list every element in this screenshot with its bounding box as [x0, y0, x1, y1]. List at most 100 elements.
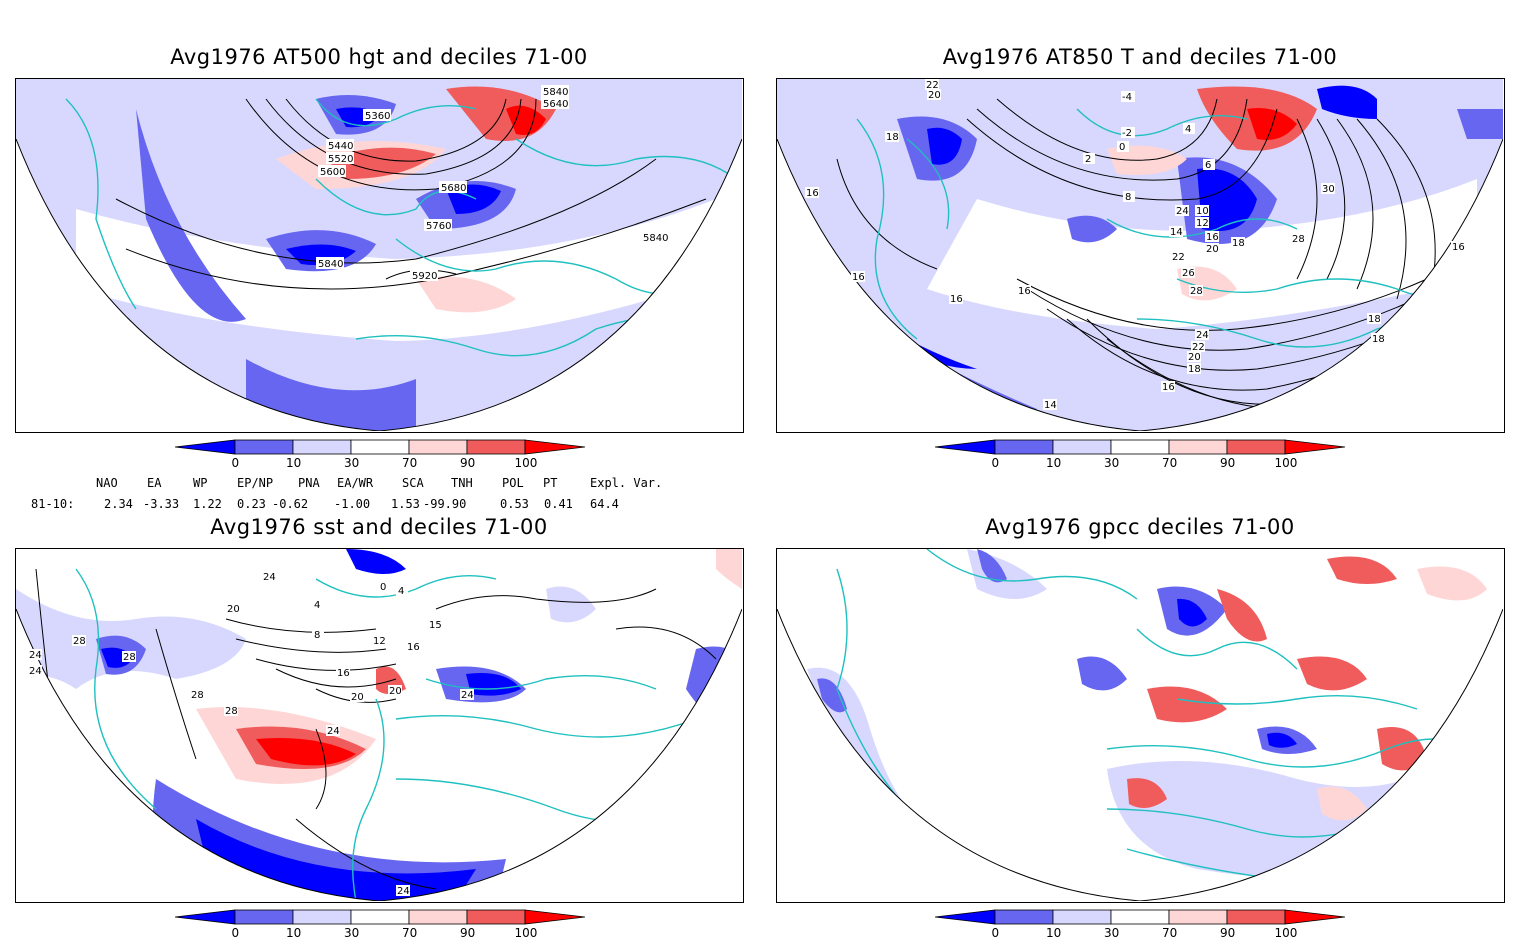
- index-value: 1.22: [193, 497, 222, 511]
- colorbar-tick-label: 30: [1104, 926, 1120, 940]
- colorbar-bottom-right: 0 10 30 70 90 100: [934, 908, 1347, 946]
- contour-label: 5840: [318, 259, 343, 270]
- contour-label: 22: [1192, 342, 1205, 353]
- map-500hgt: 5360 5440 5520 5600 5680 5760 5840 5920 …: [16, 79, 742, 431]
- contour-label: 18: [1232, 238, 1245, 249]
- index-value: 2.34: [104, 497, 133, 511]
- colorbar-tick-label: 0: [231, 456, 240, 470]
- contour-label: 5840: [543, 87, 568, 98]
- panel-title-gpcc: Avg1976 gpcc deciles 71-00: [985, 515, 1295, 539]
- contour-label: 5360: [365, 111, 390, 122]
- contour-label: 24: [29, 666, 42, 677]
- contour-label: 8: [1125, 192, 1131, 203]
- colorbar-segment: [524, 439, 586, 455]
- index-header: EA/WR: [337, 476, 374, 490]
- colorbar-segment: [994, 909, 1054, 925]
- contour-label: 16: [950, 294, 963, 305]
- contour-label: 24: [1176, 206, 1189, 217]
- colorbar-segment: [350, 439, 410, 455]
- index-header: EA: [147, 476, 162, 490]
- colorbar-svg: [934, 439, 1346, 455]
- colorbar-svg: [174, 439, 586, 455]
- contour-label: 15: [429, 620, 442, 631]
- contour-label: 28: [73, 636, 86, 647]
- colorbar-tick-label: 30: [344, 456, 360, 470]
- colorbar-segment: [1052, 439, 1112, 455]
- index-value: 0.41: [544, 497, 573, 511]
- colorbar-svg: [934, 909, 1346, 925]
- colorbar-tick-label: 10: [286, 926, 302, 940]
- colorbar-segment: [1226, 909, 1286, 925]
- contour-label: 0: [380, 582, 386, 593]
- colorbar-tick-label: 10: [1046, 456, 1062, 470]
- colorbar-segment: [174, 439, 236, 455]
- colorbar-segment: [1284, 909, 1346, 925]
- colorbar-segment: [466, 909, 526, 925]
- colorbar-segment: [1168, 439, 1228, 455]
- colorbar-bottom-left: 0 10 30 70 90 100: [174, 908, 587, 946]
- index-value: 0.23: [237, 497, 266, 511]
- colorbar-segment: [934, 909, 996, 925]
- contour-label: 22: [926, 80, 939, 91]
- contour-label: 16: [806, 188, 819, 199]
- contour-label: 5840: [643, 233, 668, 244]
- colorbar-segment: [350, 909, 410, 925]
- colorbar-segment: [234, 439, 294, 455]
- panel-title-850t: Avg1976 AT850 T and deciles 71-00: [942, 45, 1338, 69]
- colorbar-segment: [234, 909, 294, 925]
- contour-label: 16: [1206, 232, 1219, 243]
- contour-label: 18: [1188, 364, 1201, 375]
- colorbar-top-right: 0 10 30 70 90 100: [934, 438, 1347, 476]
- contour-label: 26: [1182, 268, 1195, 279]
- contour-label: 6: [1205, 160, 1211, 171]
- contour-label: 18: [1368, 314, 1381, 325]
- colorbar-tick-label: 10: [286, 456, 302, 470]
- index-header: POL: [502, 476, 524, 490]
- colorbar-tick-label: 70: [1162, 926, 1178, 940]
- contour-label: 14: [1170, 227, 1183, 238]
- contour-label: 28: [1190, 286, 1203, 297]
- contour-label: 14: [1044, 400, 1057, 411]
- panel-title-500hgt: Avg1976 AT500 hgt and deciles 71-00: [170, 45, 588, 69]
- index-header: WP: [193, 476, 208, 490]
- contour-label: 24: [1196, 330, 1209, 341]
- index-value: -3.33: [143, 497, 180, 511]
- index-header: TNH: [451, 476, 473, 490]
- index-value: 0.53: [500, 497, 529, 511]
- colorbar-tick-label: 10: [1046, 926, 1062, 940]
- colorbar-segment: [466, 439, 526, 455]
- colorbar-segment: [994, 439, 1054, 455]
- colorbar-tick-label: 30: [344, 926, 360, 940]
- index-value: 1.53: [391, 497, 420, 511]
- colorbar-svg: [174, 909, 586, 925]
- colorbar-tick-label: 90: [1220, 926, 1236, 940]
- colorbar-segment: [1168, 909, 1228, 925]
- contour-label: 30: [1322, 184, 1335, 195]
- panel-title-sst: Avg1976 sst and deciles 71-00: [210, 515, 548, 539]
- contour-label: 5640: [543, 99, 568, 110]
- contour-label: 5920: [412, 271, 437, 282]
- contour-label: 24: [263, 572, 276, 583]
- contour-label: 4: [398, 586, 404, 597]
- colorbar-tick-label: 0: [991, 456, 1000, 470]
- contour-label: 0: [1119, 142, 1125, 153]
- contour-label: 5760: [426, 221, 451, 232]
- colorbar-segment: [1052, 909, 1112, 925]
- index-header: EP/NP: [237, 476, 274, 490]
- contour-label: 16: [1018, 286, 1031, 297]
- contour-label: 16: [852, 272, 865, 283]
- contour-label: 16: [337, 668, 350, 679]
- colorbar-tick-label: 100: [514, 456, 538, 470]
- index-header: PT: [543, 476, 558, 490]
- contour-label: 24: [461, 690, 474, 701]
- index-header: SCA: [402, 476, 424, 490]
- colorbar-segment: [292, 909, 352, 925]
- contour-label: 4: [314, 600, 320, 611]
- contour-label: -2: [1122, 128, 1132, 139]
- colorbar-tick-label: 90: [1220, 456, 1236, 470]
- map-panel-850t: 22 20 18 16 -4 -2 0 2 4 8 6 10 12 14 16 …: [776, 78, 1505, 433]
- contour-label: 16: [1162, 382, 1175, 393]
- colorbar-tick-label: 90: [460, 926, 476, 940]
- colorbar-tick-label: 70: [1162, 456, 1178, 470]
- map-panel-gpcc: [776, 548, 1505, 903]
